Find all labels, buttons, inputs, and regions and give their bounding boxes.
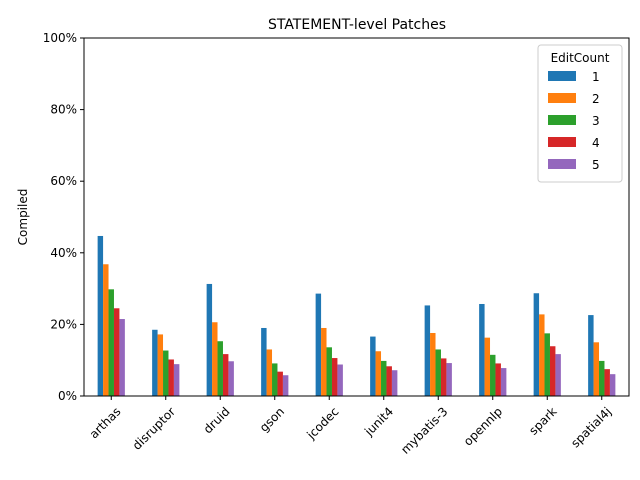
bar-spark-series-5 — [555, 354, 561, 396]
bar-disruptor-series-5 — [173, 364, 180, 396]
bar-gson-series-2 — [266, 349, 273, 396]
bar-mybatis-3-series-1 — [424, 305, 431, 396]
bar-arthas-series-3 — [108, 289, 114, 396]
bar-junit4-series-4 — [386, 366, 392, 396]
legend-label-4: 4 — [592, 136, 600, 150]
x-tick-label: spatial4j — [568, 404, 614, 450]
x-tick-label: mybatis-3 — [398, 404, 450, 456]
x-tick-label: opennlp — [461, 404, 505, 448]
bar-spatial4j-series-4 — [604, 369, 610, 396]
bar-mybatis-3-series-3 — [435, 349, 441, 396]
bar-junit4-series-2 — [375, 351, 382, 396]
y-tick-label: 0% — [58, 389, 77, 403]
bar-gson-series-1 — [261, 327, 267, 396]
bar-jcodec-series-4 — [331, 358, 338, 396]
y-tick-label: 40% — [50, 246, 77, 260]
legend-label-2: 2 — [592, 92, 600, 106]
x-tick-label: arthas — [87, 404, 124, 441]
bar-spark-series-4 — [549, 346, 556, 396]
bar-arthas-series-4 — [113, 308, 120, 396]
bar-disruptor-series-3 — [163, 350, 169, 396]
chart-title: STATEMENT-level Patches — [268, 17, 446, 33]
y-axis-label: Compiled — [16, 189, 30, 246]
legend-swatch-3 — [548, 115, 576, 125]
bar-gson-series-5 — [282, 375, 289, 396]
legend: EditCount 1 2 3 4 5 — [537, 44, 623, 183]
bar-druid-series-2 — [212, 322, 218, 396]
legend-label-3: 3 — [592, 114, 600, 128]
bar-jcodec-series-2 — [321, 327, 327, 396]
x-tick-label: gson — [257, 404, 287, 434]
x-tick-label: spark — [526, 404, 559, 437]
bar-spark-series-2 — [539, 314, 545, 396]
bar-mybatis-3-series-2 — [430, 332, 436, 396]
bar-disruptor-series-4 — [168, 359, 174, 396]
legend-swatch-5 — [548, 159, 576, 169]
bar-junit4-series-1 — [370, 336, 376, 396]
x-tick-label: druid — [201, 404, 233, 436]
bar-druid-series-4 — [222, 354, 229, 396]
bar-spark-series-1 — [533, 293, 540, 396]
y-tick-label: 80% — [50, 103, 77, 117]
y-tick-label: 100% — [43, 31, 77, 45]
legend-swatch-2 — [548, 93, 576, 103]
bar-opennlp-series-1 — [479, 303, 485, 396]
legend-title: EditCount — [551, 51, 610, 65]
bar-junit4-series-3 — [381, 360, 387, 396]
bar-gson-series-3 — [272, 363, 278, 396]
bar-spatial4j-series-3 — [599, 360, 605, 396]
bar-opennlp-series-4 — [495, 363, 501, 396]
bar-jcodec-series-1 — [315, 293, 322, 396]
bar-opennlp-series-3 — [490, 354, 496, 396]
bar-opennlp-series-5 — [500, 368, 507, 396]
x-tick-label: disruptor — [130, 404, 178, 452]
y-tick-label: 20% — [50, 317, 77, 331]
bar-druid-series-3 — [217, 341, 223, 396]
bar-spatial4j-series-2 — [593, 342, 600, 396]
legend-label-5: 5 — [592, 158, 600, 172]
bar-druid-series-5 — [228, 361, 234, 396]
bar-jcodec-series-5 — [337, 364, 343, 396]
bar-mybatis-3-series-4 — [440, 358, 447, 396]
y-tick-label: 60% — [50, 174, 77, 188]
bar-spatial4j-series-5 — [609, 374, 616, 396]
legend-swatch-1 — [548, 71, 576, 81]
bar-gson-series-4 — [277, 371, 283, 396]
plot-frame — [83, 37, 630, 397]
bar-druid-series-1 — [206, 283, 213, 396]
x-tick-label: jcodec — [303, 404, 341, 442]
bar-arthas-series-1 — [97, 235, 104, 396]
bar-arthas-series-5 — [119, 319, 125, 396]
bar-opennlp-series-2 — [484, 337, 491, 396]
legend-swatch-4 — [548, 137, 576, 147]
bar-spatial4j-series-1 — [588, 315, 594, 396]
legend-label-1: 1 — [592, 70, 600, 84]
x-tick-label: junit4 — [361, 404, 396, 439]
bar-spark-series-3 — [544, 333, 550, 396]
bar-junit4-series-5 — [391, 370, 398, 396]
bar-arthas-series-2 — [103, 264, 109, 396]
bar-mybatis-3-series-5 — [446, 363, 452, 396]
bar-jcodec-series-3 — [326, 347, 332, 396]
bar-disruptor-series-1 — [152, 329, 158, 396]
bar-disruptor-series-2 — [157, 334, 164, 396]
